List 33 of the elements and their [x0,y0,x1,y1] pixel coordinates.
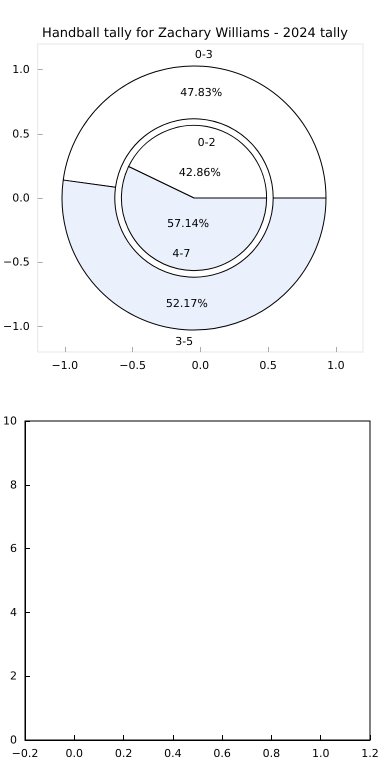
x-tick-label: −0.5 [119,359,146,372]
slice-label: 3-5 [175,335,194,348]
data-label: 42.86% [178,166,221,179]
x-tick-label: 0.0 [66,747,84,760]
x-tick-label: 1.2 [361,747,379,760]
y-tick-label: −1.0 [2,320,30,333]
y-tick-label: −0.5 [2,256,30,269]
y-tick-label: 0.0 [12,192,30,204]
slice-label: 0-2 [198,136,216,150]
x-tick-label: 0.6 [213,747,231,760]
y-tick-label: 8 [10,478,17,492]
x-tick-label: 0.8 [262,747,280,760]
data-label: 47.83% [180,86,222,100]
chart-title: Handball tally for Zachary Williams - 2024 tally [42,26,348,41]
y-tick-label: 0.5 [12,127,30,140]
x-tick-label: 0.5 [259,359,277,372]
x-tick-label: 0.0 [192,359,210,372]
y-tick-label: 10 [2,414,17,428]
y-tick-label: 0 [10,734,17,746]
x-tick-label: 0.4 [164,747,182,760]
x-tick-label: 1.0 [312,747,330,760]
y-tick-label: 6 [10,542,17,556]
x-tick-label: −0.2 [12,747,38,760]
data-label: 52.17% [166,296,208,310]
x-tick-label: 1.0 [327,359,345,372]
x-tick-label: 0.2 [114,747,132,760]
slice-label: 0-3 [194,48,213,61]
y-tick-label: 4 [10,606,17,619]
data-label: 57.14% [167,217,210,230]
y-tick-label: 1.0 [12,63,30,76]
x-tick-label: −1.0 [51,359,78,372]
slice-label: 4-7 [172,246,190,260]
y-tick-label: 2 [10,670,17,683]
